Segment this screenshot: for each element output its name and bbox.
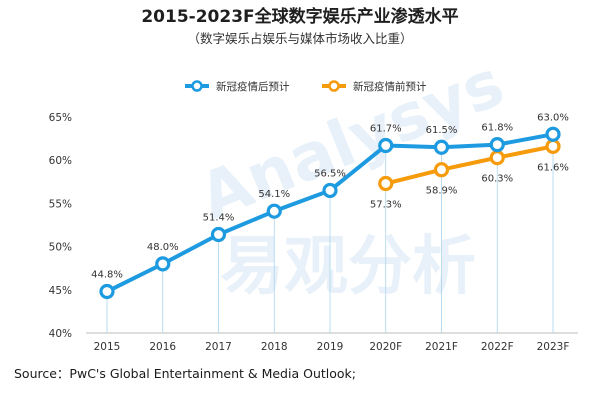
y-tick-label: 50%: [49, 242, 72, 254]
data-point: [489, 137, 505, 153]
data-point: [378, 137, 394, 154]
data-point: [155, 256, 171, 272]
watermark-latin: Analysys: [190, 47, 514, 235]
data-label: 51.4%: [203, 213, 235, 224]
data-label: 61.7%: [370, 124, 402, 135]
source-note: Source：PwC's Global Entertainment & Medi…: [14, 366, 356, 381]
legend-marker: [328, 80, 340, 92]
data-label: 61.5%: [426, 125, 458, 136]
drop-lines: [106, 134, 554, 333]
data-label: 57.3%: [370, 200, 402, 211]
data-label: 60.3%: [481, 174, 513, 185]
y-tick-label: 40%: [49, 328, 72, 340]
y-tick-label: 65%: [49, 112, 72, 124]
data-label: 48.0%: [147, 242, 179, 253]
x-tick-label: 2019: [317, 341, 344, 353]
data-point: [266, 203, 282, 219]
y-axis: 40% 45% 50% 55% 60% 65%: [49, 112, 72, 340]
x-tick-label: 2017: [205, 341, 232, 353]
x-tick-label: 2023F: [537, 341, 570, 353]
legend-marker: [191, 80, 203, 92]
chart-subtitle: （数字娱乐占娱乐与媒体市场收入比重）: [187, 31, 412, 46]
data-label: 58.9%: [426, 186, 458, 197]
data-point: [210, 226, 227, 243]
data-point: [545, 138, 561, 154]
data-point: [433, 139, 450, 155]
x-axis: 2015 2016 2017 2018 2019 2020F 2021F 2022F 2023F: [86, 332, 578, 353]
data-point: [545, 126, 561, 142]
legend: 新冠疫情后预计 新冠疫情前预计: [185, 80, 427, 93]
series-line-1: [385, 144, 554, 186]
data-label: 61.8%: [481, 123, 513, 134]
x-tick-label: 2015: [94, 341, 121, 353]
data-label: 63.0%: [537, 112, 569, 123]
chart-title: 2015-2023F全球数字娱乐产业渗透水平: [141, 6, 458, 27]
x-tick-label: 2016: [149, 341, 176, 353]
data-point: [489, 150, 505, 166]
data-label: 61.6%: [537, 162, 569, 173]
data-label: 56.5%: [314, 168, 346, 179]
data-label: 44.8%: [91, 270, 123, 281]
plot-area: 44.8% 48.0% 51.4% 54.1% 56.5% 61.7% 61.5% 61.8%…: [91, 112, 569, 300]
data-point: [433, 162, 450, 178]
legend-label: 新冠疫情后预计: [216, 80, 290, 93]
y-tick-label: 55%: [49, 198, 72, 210]
x-tick-label: 2022F: [481, 341, 514, 353]
data-label: 54.1%: [258, 189, 290, 200]
data-point: [322, 182, 338, 199]
x-tick-label: 2018: [261, 341, 288, 353]
y-tick-label: 45%: [49, 285, 72, 297]
data-point: [99, 283, 115, 300]
x-tick-label: 2021F: [425, 341, 458, 353]
x-tick-label: 2020F: [369, 341, 402, 353]
legend-label: 新冠疫情前预计: [353, 80, 427, 93]
y-tick-label: 60%: [49, 155, 72, 167]
watermark-chinese: 易观分析: [220, 230, 476, 304]
data-point: [378, 175, 394, 192]
